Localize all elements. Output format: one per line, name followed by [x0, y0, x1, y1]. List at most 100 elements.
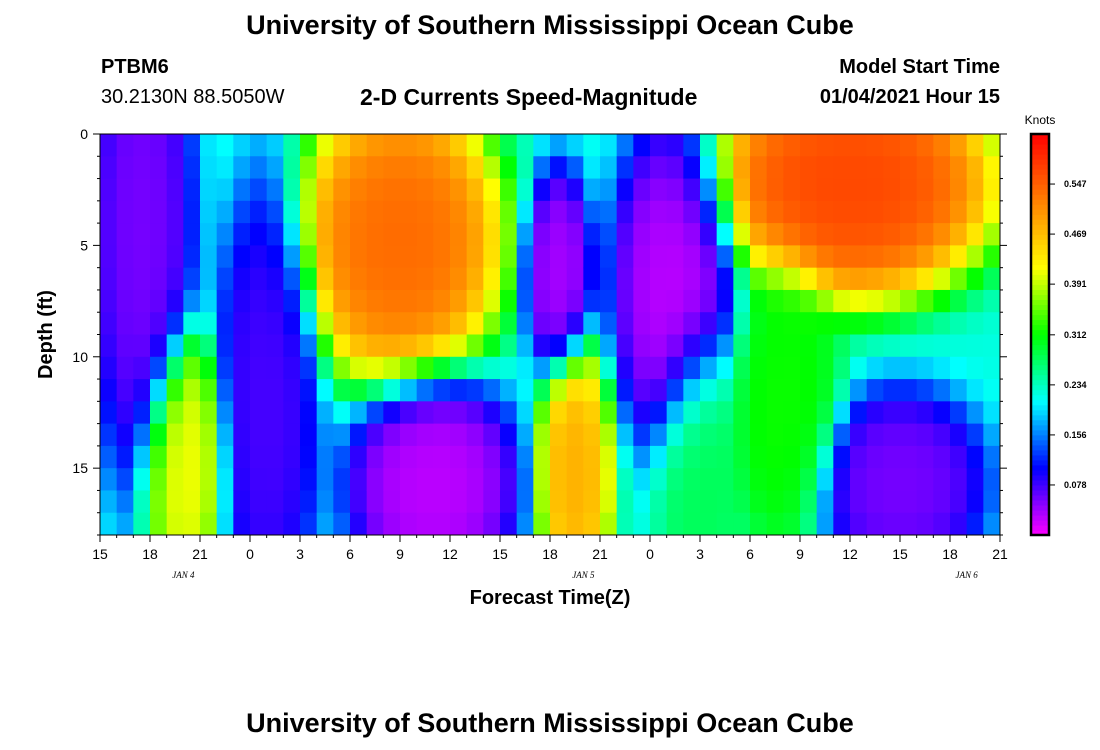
heatmap-cell — [516, 178, 534, 202]
heatmap-cell — [233, 312, 251, 335]
footer-title: University of Southern Mississippi Ocean… — [246, 708, 854, 738]
heatmap-cell — [100, 267, 118, 291]
colorbar-segment — [1031, 179, 1049, 185]
heatmap-cell — [650, 245, 668, 269]
heatmap-cell — [783, 401, 801, 425]
heatmap-cell — [583, 289, 601, 313]
heatmap-cell — [483, 312, 501, 335]
heatmap-cell — [833, 356, 851, 380]
heatmap-cell — [400, 423, 418, 447]
heatmap-cell — [100, 468, 118, 491]
colorbar-segment — [1031, 304, 1049, 311]
heatmap-cell — [916, 178, 934, 202]
heatmap-cell — [766, 289, 784, 313]
heatmap-cell — [933, 334, 951, 358]
heatmap-cell — [133, 178, 151, 202]
heatmap-cell — [916, 468, 934, 491]
heatmap-cell — [650, 379, 668, 402]
heatmap-cell — [683, 512, 701, 536]
heatmap-cell — [433, 490, 451, 514]
heatmap-cell — [283, 156, 301, 180]
heatmap-cell — [866, 223, 884, 246]
heatmap-cell — [666, 356, 684, 380]
heatmap-cell — [266, 267, 284, 291]
heatmap-cell — [866, 401, 884, 425]
heatmap-cell — [800, 356, 818, 380]
heatmap-cell — [433, 468, 451, 491]
heatmap-cell — [866, 334, 884, 358]
heatmap-cell — [800, 379, 818, 402]
heatmap-cell — [783, 267, 801, 291]
heatmap-cell — [866, 289, 884, 313]
heatmap-cell — [883, 445, 901, 469]
heatmap-cell — [816, 134, 834, 157]
heatmap-cell — [483, 401, 501, 425]
heatmap-cell — [300, 423, 318, 447]
heatmap-cell — [100, 289, 118, 313]
heatmap-cell — [766, 356, 784, 380]
heatmap-cell — [466, 445, 484, 469]
heatmap-cell — [366, 512, 384, 536]
heatmap-cell — [966, 445, 984, 469]
heatmap-cell — [233, 134, 251, 157]
heatmap-cell — [833, 490, 851, 514]
heatmap-cell — [466, 356, 484, 380]
x-tick-label: 21 — [592, 546, 608, 562]
heatmap-cell — [583, 156, 601, 180]
heatmap-cell — [400, 468, 418, 491]
heatmap-cell — [183, 356, 201, 380]
heatmap-cell — [683, 445, 701, 469]
heatmap-cell — [250, 468, 268, 491]
heatmap-cell — [333, 445, 351, 469]
heatmap-cell — [983, 178, 1001, 202]
heatmap-cell — [466, 334, 484, 358]
heatmap-cell — [850, 312, 868, 335]
heatmap-cell — [800, 223, 818, 246]
heatmap-cell — [666, 468, 684, 491]
heatmap-cell — [616, 334, 634, 358]
heatmap-cell — [750, 289, 768, 313]
heatmap-cell — [800, 200, 818, 224]
heatmap-cell — [633, 289, 651, 313]
x-tick-label: 18 — [542, 546, 558, 562]
heatmap-cell — [383, 379, 401, 402]
heatmap-cell — [450, 312, 468, 335]
heatmap-cell — [300, 200, 318, 224]
heatmap-cell — [383, 289, 401, 313]
heatmap-cell — [916, 156, 934, 180]
heatmap-cell — [200, 445, 218, 469]
heatmap-cell — [633, 156, 651, 180]
heatmap-cell — [500, 512, 518, 536]
heatmap-cell — [116, 200, 134, 224]
heatmap-cell — [666, 512, 684, 536]
colorbar-segment — [1031, 439, 1049, 446]
heatmap-cell — [900, 134, 918, 157]
heatmap-cell — [716, 223, 734, 246]
heatmap-cell — [383, 445, 401, 469]
heatmap-cell — [600, 356, 618, 380]
x-axis: 15 18 21 0 3 6 9 12 15 18 21 0 3 6 9 12 15 18 21 — [92, 535, 1008, 562]
heatmap-cell — [750, 200, 768, 224]
heatmap-cell — [733, 334, 751, 358]
heatmap-cell — [283, 512, 301, 536]
heatmap-cell — [250, 223, 268, 246]
heatmap-cell — [816, 423, 834, 447]
heatmap-cell — [216, 134, 234, 157]
heatmap-cell — [466, 379, 484, 402]
heatmap-cell — [750, 356, 768, 380]
heatmap-cell — [433, 134, 451, 157]
colorbar-segment — [1031, 139, 1049, 145]
heatmap-cell — [533, 468, 551, 491]
heatmap-cell — [966, 512, 984, 536]
heatmap-cell — [766, 379, 784, 402]
heatmap-cell — [350, 312, 368, 335]
heatmap-cell — [683, 468, 701, 491]
heatmap-cell — [350, 134, 368, 157]
heatmap-cell — [483, 223, 501, 246]
heatmap-cell — [350, 289, 368, 313]
colorbar-segment — [1031, 159, 1049, 165]
heatmap-cell — [866, 245, 884, 269]
colorbar-segment — [1031, 394, 1049, 401]
heatmap-cell — [616, 134, 634, 157]
heatmap-cell — [316, 223, 334, 246]
